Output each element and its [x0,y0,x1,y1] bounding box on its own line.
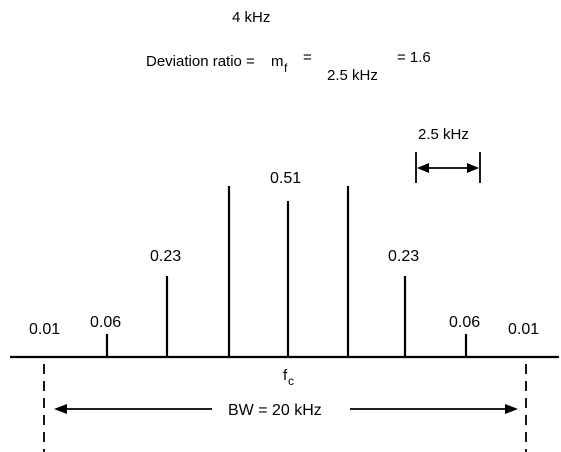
equation-equals: = [303,49,312,66]
equation-lhs: Deviation ratio = [146,53,255,70]
amplitude-label-plus-4: 0.01 [508,321,539,338]
equation-symbol: m [271,53,284,70]
amplitude-label-minus-4: 0.01 [29,321,60,338]
bandwidth-arrowhead-right [505,404,518,414]
bandwidth-arrowhead-left [54,404,67,414]
equation-symbol-sub: f [284,61,288,75]
amplitude-label-minus-3: 0.06 [90,314,121,331]
spacing-arrowhead-right [467,163,479,173]
carrier-label: f [283,367,288,384]
equation-result: = 1.6 [397,49,431,66]
carrier-label-sub: c [288,374,294,388]
equation-numerator: 4 kHz [232,9,270,26]
amplitude-label-carrier: 0.51 [270,170,301,187]
bandwidth-label: BW = 20 kHz [228,402,322,419]
amplitude-label-plus-3: 0.06 [449,314,480,331]
equation-denominator: 2.5 kHz [327,67,378,84]
spacing-label: 2.5 kHz [418,126,469,143]
spacing-arrowhead-left [417,163,429,173]
amplitude-label-plus-2: 0.23 [388,248,419,265]
amplitude-label-minus-2: 0.23 [150,248,181,265]
